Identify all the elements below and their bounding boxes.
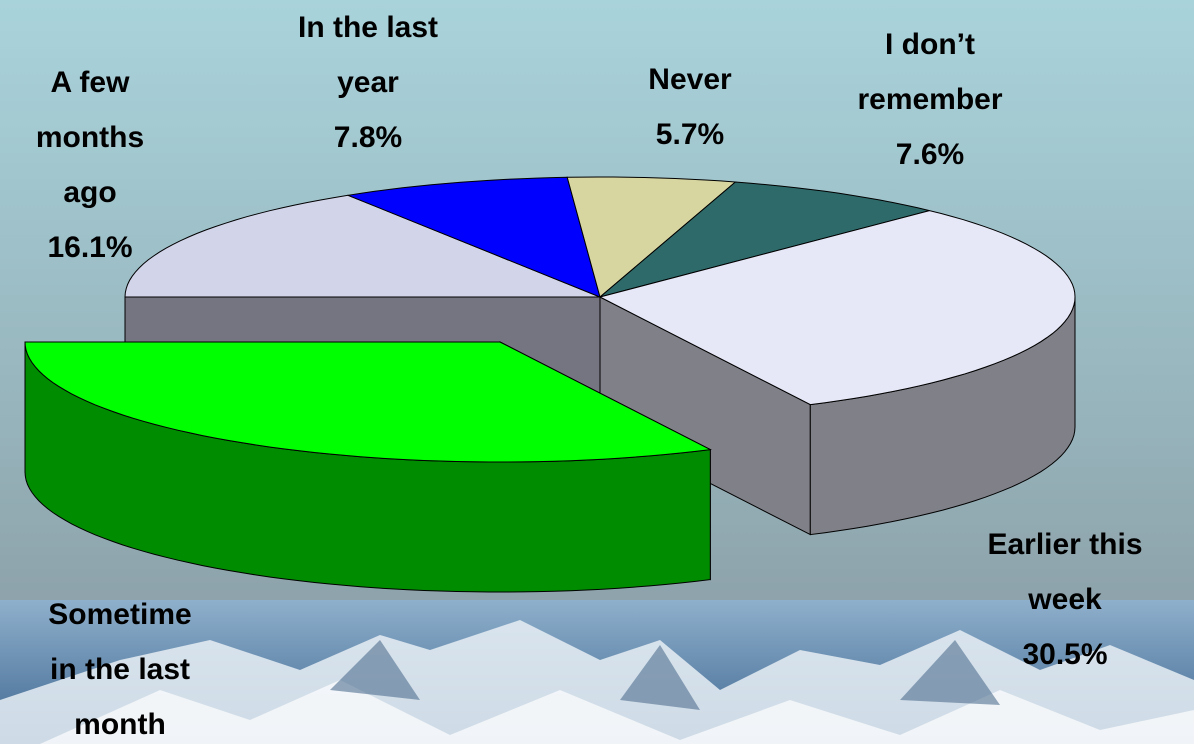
category-label: A few months ago	[35, 66, 145, 209]
value-label: 16.1%	[47, 231, 133, 264]
slice-label: In the last year 7.8%	[268, 0, 468, 165]
value-label: 5.7%	[655, 118, 725, 151]
category-label: In the last year	[297, 11, 439, 99]
value-label: 7.6%	[895, 138, 965, 171]
value-label: 30.5%	[1022, 638, 1108, 671]
category-label: Never	[648, 63, 732, 96]
slice	[346, 176, 601, 298]
category-label: Earlier this week	[987, 528, 1143, 616]
slice	[598, 210, 1076, 406]
value-label: 7.8%	[333, 121, 403, 154]
slice-label: A few months ago 16.1%	[10, 55, 170, 275]
category-label: I don’t remember	[857, 28, 1003, 116]
slice	[124, 194, 601, 298]
slice	[24, 341, 712, 463]
slice	[599, 181, 930, 298]
slice	[566, 176, 737, 298]
slice-label: Never 5.7%	[615, 52, 765, 162]
slice-label: I don’t remember 7.6%	[830, 17, 1030, 182]
category-label: Sometime in the last month	[48, 598, 192, 741]
mountains	[0, 600, 1194, 744]
slice-label: Sometime in the last month	[35, 587, 205, 744]
pie	[24, 176, 1076, 593]
slice-label: Earlier this week 30.5%	[960, 517, 1170, 682]
